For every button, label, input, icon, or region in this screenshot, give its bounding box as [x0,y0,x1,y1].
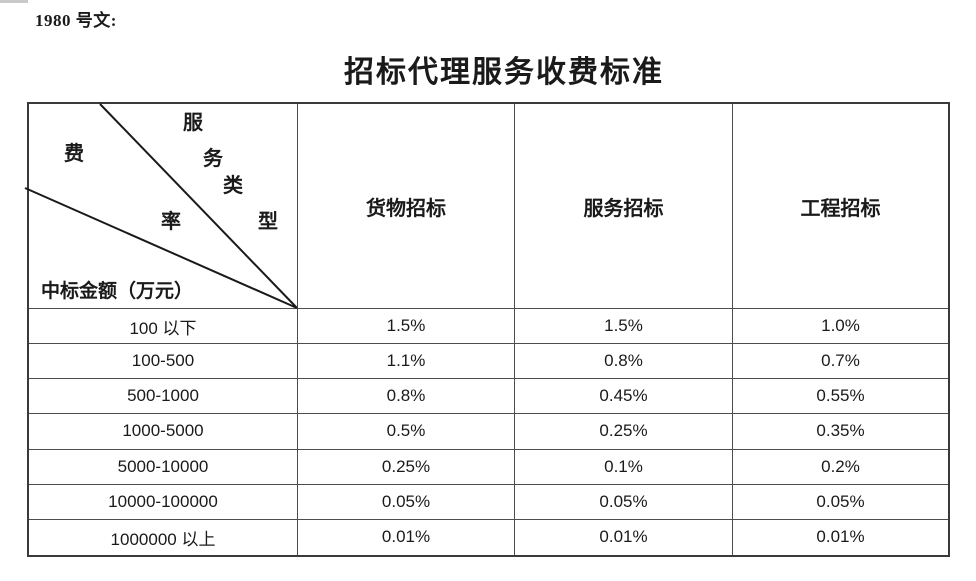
rate-cell: 1.5% [515,309,733,345]
corner-rate-char: 费 [64,143,84,165]
rate-cell: 0.05% [298,484,515,520]
rate-cell: 1.0% [733,309,948,345]
amount-range-cell: 1000-5000 [29,414,298,450]
rate-cell: 0.1% [515,449,733,485]
rate-cell: 0.8% [515,344,733,380]
scan-artifact [0,0,28,3]
rate-cell: 0.01% [515,519,733,555]
amount-range-cell: 1000000 以上 [29,519,298,555]
column-header-services: 服务招标 [515,104,733,309]
page-title: 招标代理服务收费标准 [344,56,664,89]
amount-range-cell: 100 以下 [29,309,298,345]
rate-cell: 0.05% [515,484,733,520]
corner-amount-label: 中标金额（万元） [41,281,194,302]
rate-cell: 0.5% [298,414,515,450]
rate-cell: 0.55% [733,379,948,415]
corner-rate-char: 率 [161,211,181,233]
fee-table: 服 务 类 型 费 率 中标金额（万元） 货物招标 服务招标 工程招标 100 … [24,102,950,557]
rate-cell: 0.7% [733,344,948,380]
rate-cell: 0.2% [733,450,948,485]
amount-range-cell: 500-1000 [29,379,298,415]
amount-range-cell: 5000-10000 [29,449,298,485]
rate-cell: 1.5% [298,309,515,345]
doc-ref: 1980 号文: [35,11,117,30]
amount-range-cell: 10000-100000 [29,484,298,520]
diagonal-line-lower [24,187,298,309]
rate-cell: 0.45% [515,379,733,415]
column-header-goods: 货物招标 [298,104,515,309]
corner-type-char: 类 [223,175,243,197]
rate-cell: 0.8% [298,379,515,415]
rate-cell: 0.05% [733,485,948,520]
rate-cell: 0.25% [515,414,733,450]
rate-cell: 0.35% [733,414,948,450]
corner-type-char: 服 [183,112,203,134]
corner-header-cell: 服 务 类 型 费 率 中标金额（万元） [24,103,298,309]
diagonal-line-upper [99,103,298,309]
column-header-engineering: 工程招标 [733,104,948,309]
corner-type-char: 务 [203,148,223,170]
rate-cell: 0.01% [298,519,515,555]
diagonal-lines [24,103,298,309]
rate-cell: 0.25% [298,449,515,485]
rate-cell: 1.1% [298,344,515,380]
rate-cell: 0.01% [816,527,865,547]
corner-type-char: 型 [258,211,278,233]
amount-range-cell: 100-500 [29,344,298,380]
